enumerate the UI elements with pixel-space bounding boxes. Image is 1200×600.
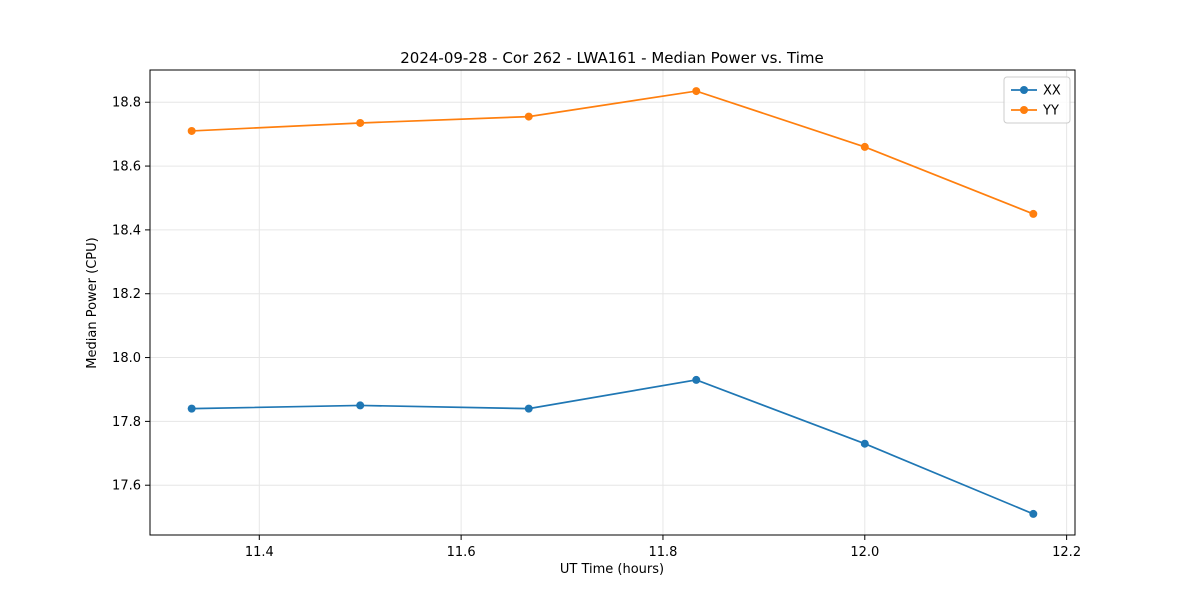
x-tick-label: 11.4 — [245, 545, 274, 560]
y-tick-label: 18.6 — [112, 160, 141, 175]
series-marker-YY — [1029, 209, 1038, 218]
chart-title: 2024-09-28 - Cor 262 - LWA161 - Median P… — [400, 49, 824, 67]
legend-marker-XX — [1020, 86, 1028, 94]
series-marker-XX — [524, 404, 533, 413]
y-tick-label: 18.8 — [112, 96, 141, 111]
legend-marker-YY — [1020, 106, 1028, 114]
series-marker-XX — [1029, 509, 1038, 518]
legend-label-XX: XX — [1043, 84, 1061, 99]
x-tick-label: 12.0 — [850, 545, 879, 560]
series-marker-YY — [356, 118, 365, 127]
series-marker-XX — [356, 401, 365, 410]
legend-label-YY: YY — [1042, 104, 1059, 119]
x-tick-label: 11.8 — [648, 545, 677, 560]
series-line-XX — [191, 379, 1034, 515]
y-tick-label: 18.2 — [112, 287, 141, 302]
y-tick-label: 17.6 — [112, 479, 141, 494]
y-tick-label: 17.8 — [112, 415, 141, 430]
y-tick-label: 18.0 — [112, 351, 141, 366]
y-axis-label: Median Power (CPU) — [85, 237, 100, 368]
x-axis-label: UT Time (hours) — [560, 562, 664, 577]
series-marker-YY — [692, 87, 701, 96]
x-tick-label: 11.6 — [447, 545, 476, 560]
series-line-YY — [191, 90, 1034, 215]
y-tick-label: 18.4 — [112, 223, 141, 238]
series-marker-YY — [860, 142, 869, 151]
plot-layer: 11.4 11.6 11.8 12.0 12.2 17.6 17.8 18.0 18.2 18.4… — [112, 69, 1081, 560]
series-marker-YY — [524, 112, 533, 121]
series-marker-XX — [187, 404, 196, 413]
series-marker-XX — [692, 375, 701, 384]
series-marker-YY — [187, 126, 196, 135]
plot-frame — [149, 69, 1076, 536]
x-tick-label: 12.2 — [1052, 545, 1081, 560]
series-marker-XX — [860, 439, 869, 448]
